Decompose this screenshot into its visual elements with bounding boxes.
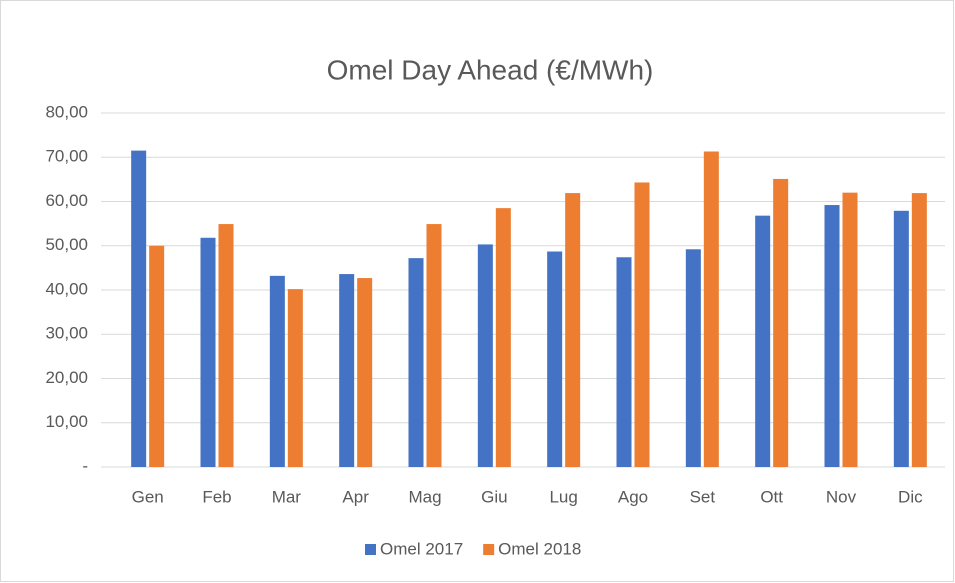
bar (685, 249, 701, 467)
bar (842, 192, 858, 467)
chart-title: Omel Day Ahead (€/MWh) (327, 54, 654, 85)
x-tick-label: Gen (132, 487, 164, 506)
y-tick-label: 80,00 (45, 102, 88, 121)
x-tick-label: Giu (481, 487, 507, 506)
y-tick-label: 60,00 (45, 191, 88, 210)
legend-label: Omel 2017 (380, 539, 463, 558)
bar (565, 193, 581, 467)
bar (824, 205, 840, 468)
y-tick-label: 70,00 (45, 147, 88, 166)
bar (477, 244, 493, 467)
bar (149, 245, 165, 467)
y-tick-label: 30,00 (45, 324, 88, 343)
y-tick-label: - (82, 456, 88, 475)
x-tick-label: Nov (826, 487, 857, 506)
legend-swatch (365, 544, 376, 555)
x-tick-label: Mar (272, 487, 302, 506)
x-tick-label: Ago (618, 487, 648, 506)
bar (287, 289, 303, 467)
y-tick-label: 10,00 (45, 412, 88, 431)
bar (357, 278, 373, 467)
x-tick-label: Mag (408, 487, 441, 506)
legend-label: Omel 2018 (498, 539, 581, 558)
x-tick-label: Lug (549, 487, 577, 506)
x-tick-label: Dic (898, 487, 923, 506)
bar (218, 224, 234, 467)
bar (269, 275, 285, 467)
bar (911, 193, 927, 467)
y-tick-label: 40,00 (45, 279, 88, 298)
x-tick-label: Apr (342, 487, 369, 506)
legend-swatch (483, 544, 495, 555)
x-tick-label: Set (690, 487, 716, 506)
y-tick-label: 20,00 (45, 368, 88, 387)
bar (200, 237, 216, 467)
bar (131, 150, 147, 468)
bar (755, 215, 771, 467)
bar (773, 178, 789, 467)
y-tick-label: 50,00 (45, 235, 88, 254)
x-tick-label: Feb (202, 487, 231, 506)
bar (616, 257, 632, 467)
bar (495, 208, 511, 467)
bar (893, 210, 909, 468)
bar (703, 151, 719, 467)
bar (547, 251, 563, 467)
x-tick-label: Ott (760, 487, 783, 506)
bar (408, 258, 424, 467)
bar (634, 182, 650, 467)
bar (426, 224, 442, 467)
bar (339, 274, 355, 467)
